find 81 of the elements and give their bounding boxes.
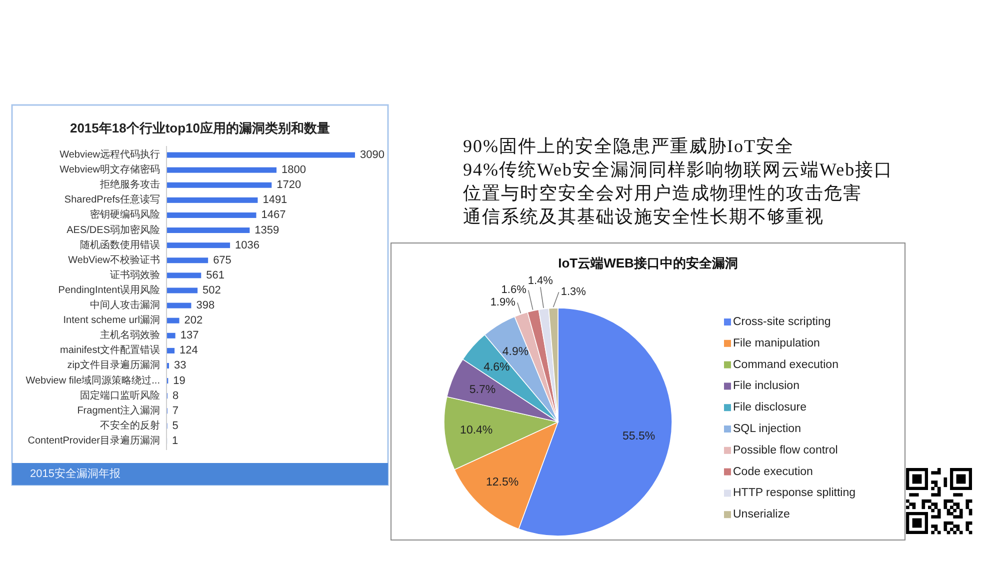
y-tick-label: Webview明文存储密码 xyxy=(60,164,160,176)
bar xyxy=(167,348,175,354)
data-label: 19 xyxy=(173,374,186,387)
data-label: 202 xyxy=(184,314,203,327)
y-tick-label: PendingIntent误用风险 xyxy=(58,284,160,296)
text: 位置与时空安全会对用户造成物理性的攻击危害 xyxy=(463,183,862,203)
bar xyxy=(167,242,230,248)
data-label: 561 xyxy=(206,269,224,282)
text: 2015安全漏洞年报 xyxy=(30,467,120,480)
legend-label: Cross-site scripting xyxy=(733,316,831,328)
data-label: 1491 xyxy=(262,194,288,206)
legend-label: SQL injection xyxy=(733,423,801,435)
text: 通信系统及其基础设施安全性长期不够重视 xyxy=(463,206,824,226)
data-label: 55.5% xyxy=(622,430,656,442)
legend-label: Code execution xyxy=(733,466,813,478)
chart-title: IoT云端WEB接口中的安全漏洞 xyxy=(558,256,738,270)
data-label: 1467 xyxy=(261,209,286,222)
bar xyxy=(167,182,272,188)
data-label: 1036 xyxy=(235,239,260,252)
bar xyxy=(167,212,256,218)
data-label: 675 xyxy=(213,254,232,266)
y-tick-label: 拒绝服务攻击 xyxy=(99,178,160,191)
data-label: 4.6% xyxy=(484,361,510,374)
data-label: 1.9% xyxy=(490,296,516,309)
data-label: 7 xyxy=(172,404,179,417)
data-label: 1359 xyxy=(254,224,280,236)
data-label: 12.5% xyxy=(486,476,519,488)
bar xyxy=(167,258,208,264)
bar xyxy=(167,272,202,278)
data-label: 124 xyxy=(180,344,198,357)
data-label: 398 xyxy=(196,300,215,312)
y-tick-label: zip文件目录遍历漏洞 xyxy=(67,359,160,372)
data-label: 8 xyxy=(172,390,179,402)
y-tick-label: SharedPrefs任意读写 xyxy=(64,194,160,206)
data-label: 1.4% xyxy=(528,275,554,288)
y-tick-label: AES/DES弱加密风险 xyxy=(66,224,160,236)
data-label: 137 xyxy=(180,330,199,342)
data-label: 5.7% xyxy=(469,384,496,396)
data-label: 502 xyxy=(202,284,221,296)
y-tick-label: Fragment注入漏洞 xyxy=(77,404,160,416)
y-tick-label: 随机函数使用错误 xyxy=(80,238,160,251)
y-tick-label: Webview远程代码执行 xyxy=(60,148,160,160)
y-tick-label: Intent scheme url漏洞 xyxy=(63,314,160,326)
y-tick-label: 固定端口监听风险 xyxy=(80,389,160,402)
y-tick-label: 密钥硬编码风险 xyxy=(90,208,160,221)
legend-label: Possible flow control xyxy=(733,444,838,456)
legend-label: File inclusion xyxy=(733,380,800,392)
data-label: 33 xyxy=(174,360,186,372)
y-tick-label: WebView不校验证书 xyxy=(68,254,160,266)
y-tick-label: 证书弱效验 xyxy=(110,268,160,281)
legend-label: HTTP response splitting xyxy=(733,487,856,500)
data-label: 4.9% xyxy=(502,346,529,358)
bar xyxy=(167,302,192,308)
bar xyxy=(167,288,198,294)
data-label: 1.6% xyxy=(501,284,527,296)
chart-title: 2015年18个行业top10应用的漏洞类别和数量 xyxy=(70,120,330,136)
legend-label: File disclosure xyxy=(733,402,806,414)
data-label: 1 xyxy=(172,435,178,447)
legend-label: File manipulation xyxy=(733,337,820,350)
data-label: 10.4% xyxy=(460,424,493,437)
text: 90%固件上的安全隐患严重威胁IoT安全 xyxy=(463,136,794,156)
bar xyxy=(167,167,277,173)
y-tick-label: 不安全的反射 xyxy=(100,419,160,432)
data-label: 1800 xyxy=(282,164,306,176)
y-tick-label: 主机名弱效验 xyxy=(100,329,160,342)
bar xyxy=(167,318,180,324)
data-label: 1720 xyxy=(276,179,302,192)
y-tick-label: 中间人攻击漏洞 xyxy=(90,299,160,312)
bar xyxy=(167,332,176,338)
y-tick-label: mainifest文件配置错误 xyxy=(60,344,160,356)
data-label: 5 xyxy=(172,420,178,432)
legend-label: Command execution xyxy=(733,358,838,371)
bar xyxy=(167,228,250,234)
text: 94%传统Web安全漏洞同样影响物联网云端Web接口 xyxy=(463,160,894,180)
data-label: 3090 xyxy=(360,149,384,161)
y-tick-label: Webview file域同源策略绕过... xyxy=(26,374,160,386)
bar xyxy=(167,152,355,158)
data-label: 1.3% xyxy=(560,286,586,298)
legend-label: Unserialize xyxy=(733,508,790,521)
y-tick-label: ContentProvider目录遍历漏洞 xyxy=(28,434,160,446)
bar xyxy=(167,197,258,203)
